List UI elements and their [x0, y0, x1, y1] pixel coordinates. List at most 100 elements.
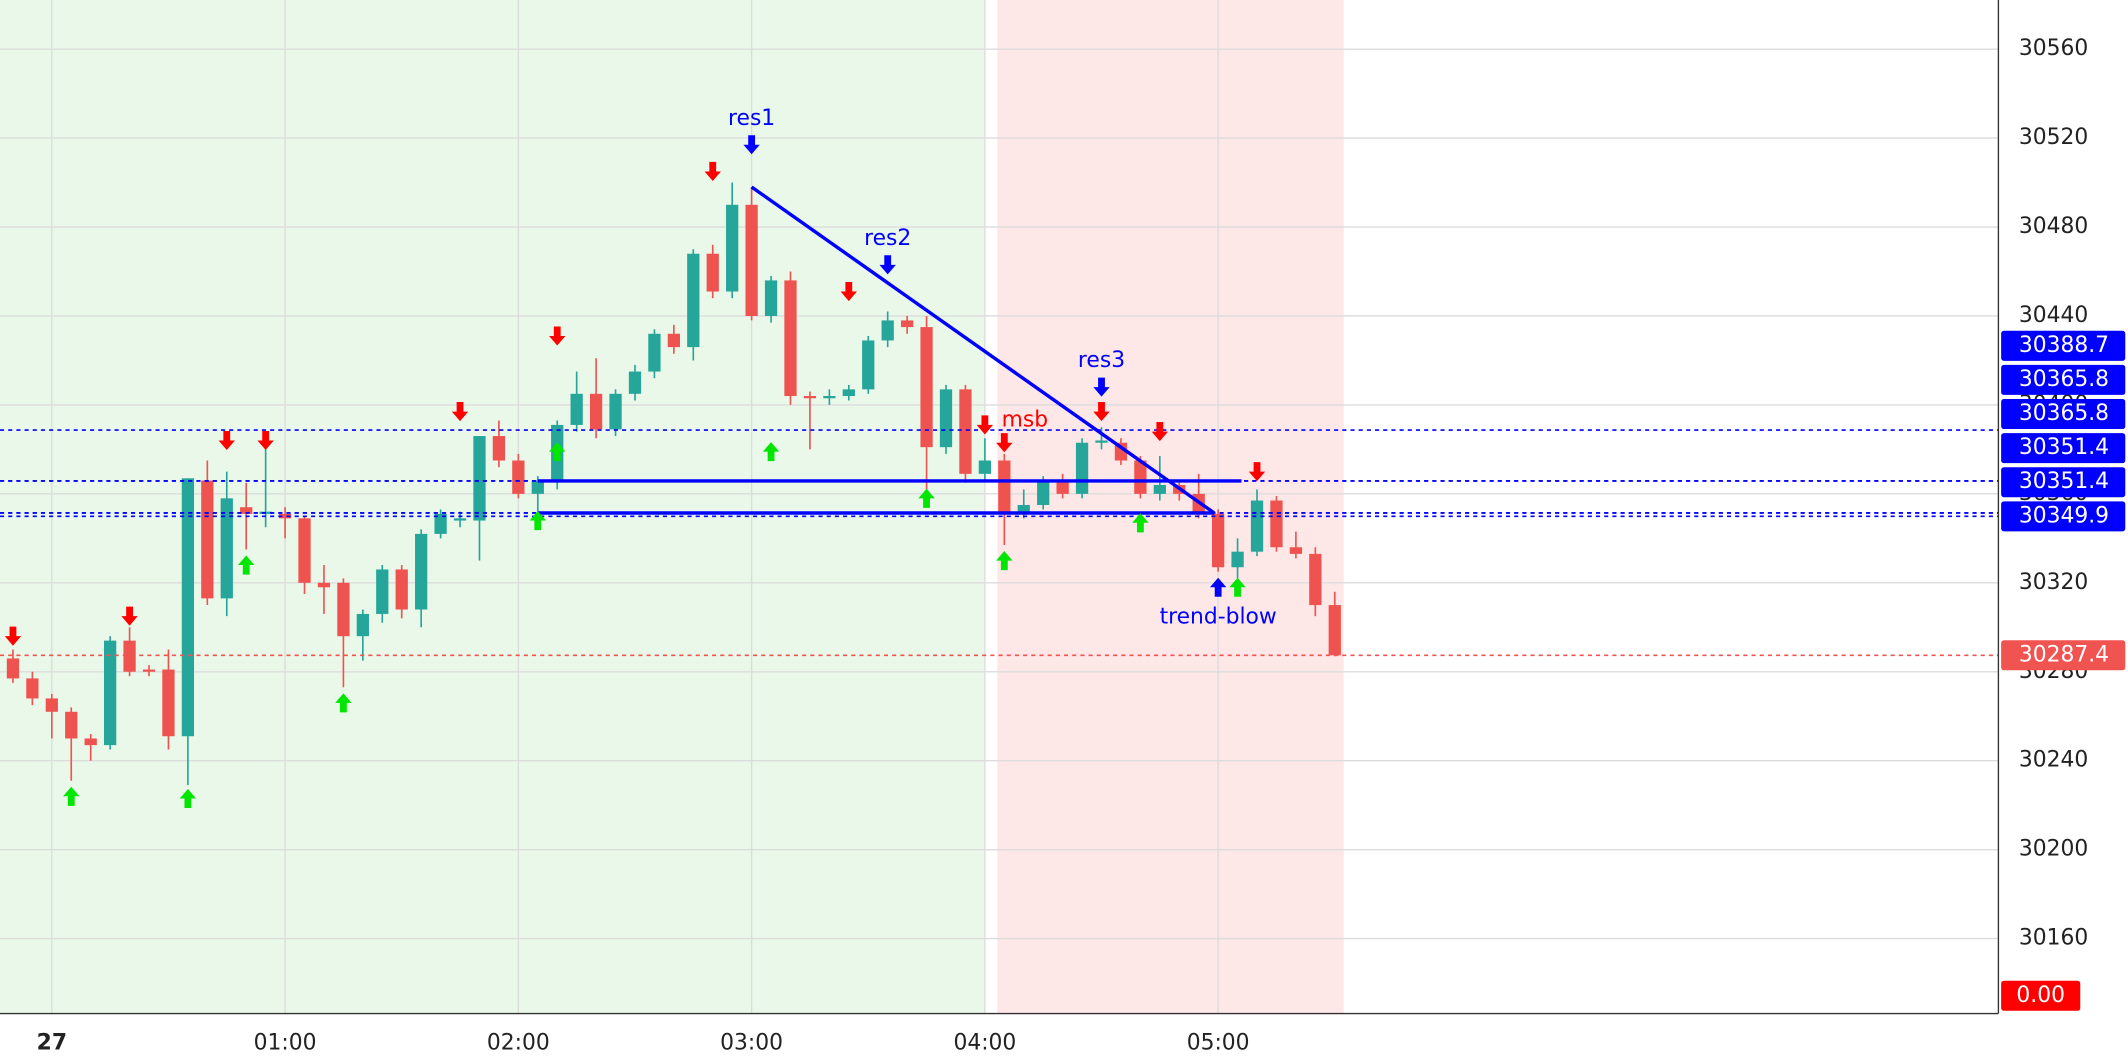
- candle-body: [1056, 480, 1069, 494]
- signal-arrow: [238, 555, 255, 575]
- candle-body: [492, 436, 506, 461]
- candle-body: [745, 204, 758, 316]
- x-tick-label: 04:00: [953, 1031, 1016, 1056]
- candle-body: [706, 253, 719, 292]
- price-label-box: [2001, 364, 2126, 395]
- candle-body: [687, 253, 700, 348]
- indicator-value-box: [2001, 980, 2081, 1011]
- candle-body: [1153, 484, 1166, 494]
- candle-body: [512, 460, 525, 494]
- candle-body: [356, 613, 369, 637]
- candle-body: [803, 396, 817, 399]
- candle-body: [376, 569, 389, 614]
- candle-body: [570, 393, 583, 425]
- candle-body: [589, 393, 603, 430]
- candle-body: [317, 582, 331, 588]
- y-tick-label: 30480: [2019, 214, 2088, 239]
- candle-body: [6, 658, 20, 679]
- signal-arrow: [257, 430, 274, 451]
- signal-arrow: [976, 415, 994, 435]
- candle-body: [823, 396, 836, 399]
- candle-body: [65, 711, 78, 739]
- signal-label: res2: [864, 226, 911, 251]
- candle-body: [201, 480, 214, 599]
- x-tick-label: 27: [37, 1031, 67, 1056]
- x-tick-label: 05:00: [1187, 1031, 1250, 1056]
- price-label: 30365.8: [2019, 401, 2109, 426]
- candle-body: [337, 582, 350, 637]
- price-label-box: [2001, 330, 2126, 361]
- signal-arrow: [179, 788, 197, 809]
- candle-body: [784, 280, 797, 397]
- candle-body: [453, 518, 467, 521]
- price-label: 30365.8: [2019, 367, 2109, 392]
- candle-body: [1328, 605, 1341, 656]
- signal-arrow: [335, 693, 352, 713]
- candle-body: [1114, 442, 1128, 461]
- axes: 3016030200302403028030320303603040030440…: [37, 36, 2126, 1056]
- candle-body: [531, 480, 544, 494]
- candle-body: [1270, 500, 1283, 548]
- candle-body: [959, 389, 972, 474]
- price-label: 30351.4: [2019, 469, 2109, 494]
- candle-body: [473, 436, 486, 521]
- signal-arrow: [4, 626, 22, 646]
- candle-body: [84, 738, 97, 746]
- y-tick-label: 30440: [2019, 303, 2088, 328]
- candle-body: [1075, 442, 1089, 494]
- candle-body: [278, 513, 292, 519]
- x-tick-label: 03:00: [720, 1031, 783, 1056]
- candle-body: [415, 533, 428, 610]
- session-zone: [997, 0, 1344, 1014]
- candle-body: [920, 327, 933, 448]
- y-tick-label: 30240: [2019, 748, 2088, 773]
- candle-body: [1231, 551, 1244, 568]
- y-tick-label: 30200: [2019, 837, 2088, 862]
- marks: res1 res2 res3 trend-blow msb: [0, 106, 1999, 809]
- signal-arrow: [1093, 402, 1110, 422]
- candle-body: [1309, 553, 1322, 606]
- candle-body: [628, 371, 642, 394]
- price-label-box: [2001, 467, 2126, 498]
- annotation: msb: [1002, 407, 1048, 432]
- candle-body: [104, 640, 117, 746]
- x-tick-label: 02:00: [487, 1031, 550, 1056]
- price-label-box: [2001, 433, 2126, 464]
- y-tick-label: 30160: [2019, 926, 2088, 951]
- signal-arrow: [218, 430, 235, 451]
- candle-body: [26, 678, 39, 699]
- zones: [0, 0, 1344, 1014]
- candle-body: [1095, 440, 1108, 443]
- candle-body: [162, 669, 175, 737]
- signal-arrow: [743, 135, 760, 155]
- candle-body: [978, 460, 992, 474]
- candle-body: [764, 280, 778, 316]
- candle-body: [45, 698, 58, 712]
- signal-arrow: [1093, 377, 1110, 397]
- x-tick-label: 01:00: [254, 1031, 317, 1056]
- candle-body: [1289, 547, 1303, 554]
- candle-body: [842, 389, 855, 397]
- last-price-box: [2001, 640, 2126, 671]
- signal-arrow: [529, 511, 546, 531]
- signal-label: res1: [728, 106, 775, 131]
- candle-body: [181, 478, 195, 737]
- candle-body: [900, 320, 914, 328]
- signal-arrow: [996, 433, 1013, 453]
- candle-body: [434, 513, 447, 534]
- candle-body: [1250, 500, 1264, 552]
- candle-body: [142, 669, 156, 672]
- candle-body: [298, 518, 311, 583]
- price-label: 30349.9: [2019, 503, 2109, 528]
- y-tick-label: 30320: [2019, 570, 2088, 595]
- candle-body: [1134, 460, 1147, 494]
- candle-body: [939, 389, 953, 448]
- candle-body: [1212, 513, 1225, 568]
- candle-body: [1037, 480, 1050, 505]
- candle-body: [998, 460, 1011, 514]
- session-zone: [0, 0, 985, 1014]
- candle-body: [1017, 504, 1030, 514]
- candle-body: [726, 204, 739, 292]
